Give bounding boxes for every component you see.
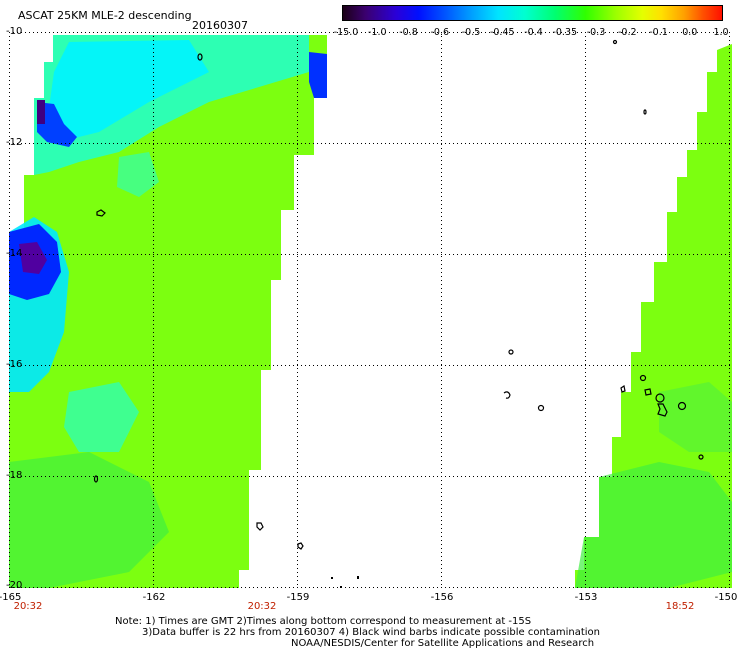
swath-darkgreen-region (9, 452, 169, 588)
island-outline (96, 209, 106, 217)
colorbar-tick-label: -0.6 (430, 27, 450, 38)
island-outline (655, 393, 665, 403)
lat-label: -14 (6, 248, 23, 259)
swath-purple-region (19, 242, 47, 274)
lon-label: -153 (574, 592, 598, 603)
lon-label: -150 (714, 592, 738, 603)
time-label: 20:32 (247, 601, 277, 612)
island-outline (537, 404, 545, 412)
time-label: 20:32 (13, 601, 43, 612)
island-outlines (93, 39, 704, 550)
colorbar-tick-label: -0.1 (649, 27, 668, 38)
island-outline (620, 385, 626, 393)
lon-label: -162 (142, 592, 166, 603)
time-label: 18:52 (665, 601, 695, 612)
island-outline (297, 542, 304, 550)
lon-label: -159 (286, 592, 310, 603)
map-title: ASCAT 25KM MLE-2 descending (18, 9, 192, 22)
lat-label: -10 (6, 26, 23, 37)
lat-label: -20 (6, 580, 23, 591)
swath-cyan-region (64, 382, 139, 452)
island-outline (256, 522, 264, 531)
note-line-3: NOAA/NESDIS/Center for Satellite Applica… (291, 638, 595, 649)
island-outline (93, 475, 99, 483)
island-outline (197, 53, 203, 61)
map-plot (9, 32, 732, 588)
swath-blue-region (37, 102, 77, 147)
colorbar-tick-label: -0.35 (552, 27, 578, 38)
swath-purple-region (37, 100, 45, 124)
island-outline (643, 109, 647, 115)
swath-blue-region (309, 52, 327, 98)
colorbar (342, 5, 723, 21)
island-outline (657, 403, 668, 417)
lat-label: -12 (6, 137, 23, 148)
lat-lon-grid (9, 32, 732, 588)
lat-label: -18 (6, 470, 23, 481)
island-outline (612, 39, 618, 45)
swath-darkgreen-region (575, 462, 732, 588)
island-outline (677, 401, 687, 411)
colorbar-tick-label: -0.5 (461, 27, 481, 38)
note-line-1: Note: 1) Times are GMT 2)Times along bot… (115, 616, 532, 627)
colorbar-tick-label: -0.8 (399, 27, 418, 38)
contamination-dots (331, 576, 359, 588)
lon-label: -156 (430, 592, 454, 603)
island-outline (503, 391, 511, 399)
wind-barb-dot (331, 577, 333, 579)
island-outline (698, 454, 704, 460)
lat-label: -16 (6, 359, 23, 370)
colorbar-tick-label: -0.2 (617, 27, 637, 38)
map-date: 20160307 (192, 19, 248, 32)
left-swath (9, 35, 327, 588)
island-outline (508, 349, 514, 355)
island-outline (644, 388, 652, 396)
swath-cyan-region (117, 152, 159, 197)
island-outline (639, 374, 647, 382)
lon-label: -165 (0, 592, 22, 603)
right-swath (575, 44, 732, 588)
wind-barb-dot (357, 576, 359, 579)
colorbar-tick-label: -0.45 (489, 27, 515, 38)
swath-darkgreen-region (659, 382, 732, 452)
colorbar-tick-label: -0.3 (586, 27, 606, 38)
swath-cyan-region (47, 40, 209, 142)
note-line-2: 3)Data buffer is 22 hrs from 20160307 4)… (142, 627, 600, 638)
